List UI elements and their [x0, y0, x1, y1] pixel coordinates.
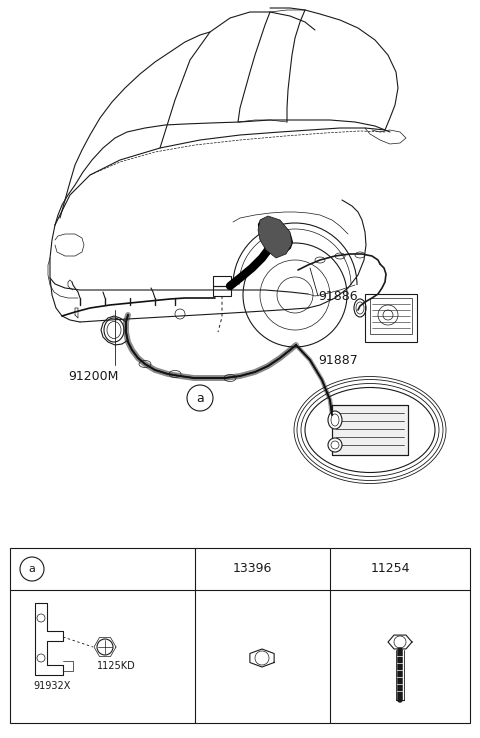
Text: 1125KD: 1125KD: [97, 661, 136, 671]
Bar: [213, 276, 231, 286]
Text: a: a: [29, 564, 36, 574]
Bar: [332, 405, 408, 455]
Bar: [332, 405, 408, 455]
Bar: [10, 548, 470, 723]
Text: 91887: 91887: [318, 354, 358, 367]
Text: 91200M: 91200M: [68, 370, 119, 383]
Text: 11254: 11254: [370, 562, 410, 576]
Ellipse shape: [328, 438, 342, 452]
Bar: [370, 298, 412, 334]
Polygon shape: [258, 216, 292, 258]
Text: 91886: 91886: [318, 290, 358, 303]
Ellipse shape: [328, 411, 342, 429]
Bar: [365, 294, 417, 342]
Bar: [213, 286, 231, 296]
Text: 91932X: 91932X: [33, 681, 71, 691]
Text: 13396: 13396: [232, 562, 272, 576]
Text: a: a: [196, 391, 204, 404]
